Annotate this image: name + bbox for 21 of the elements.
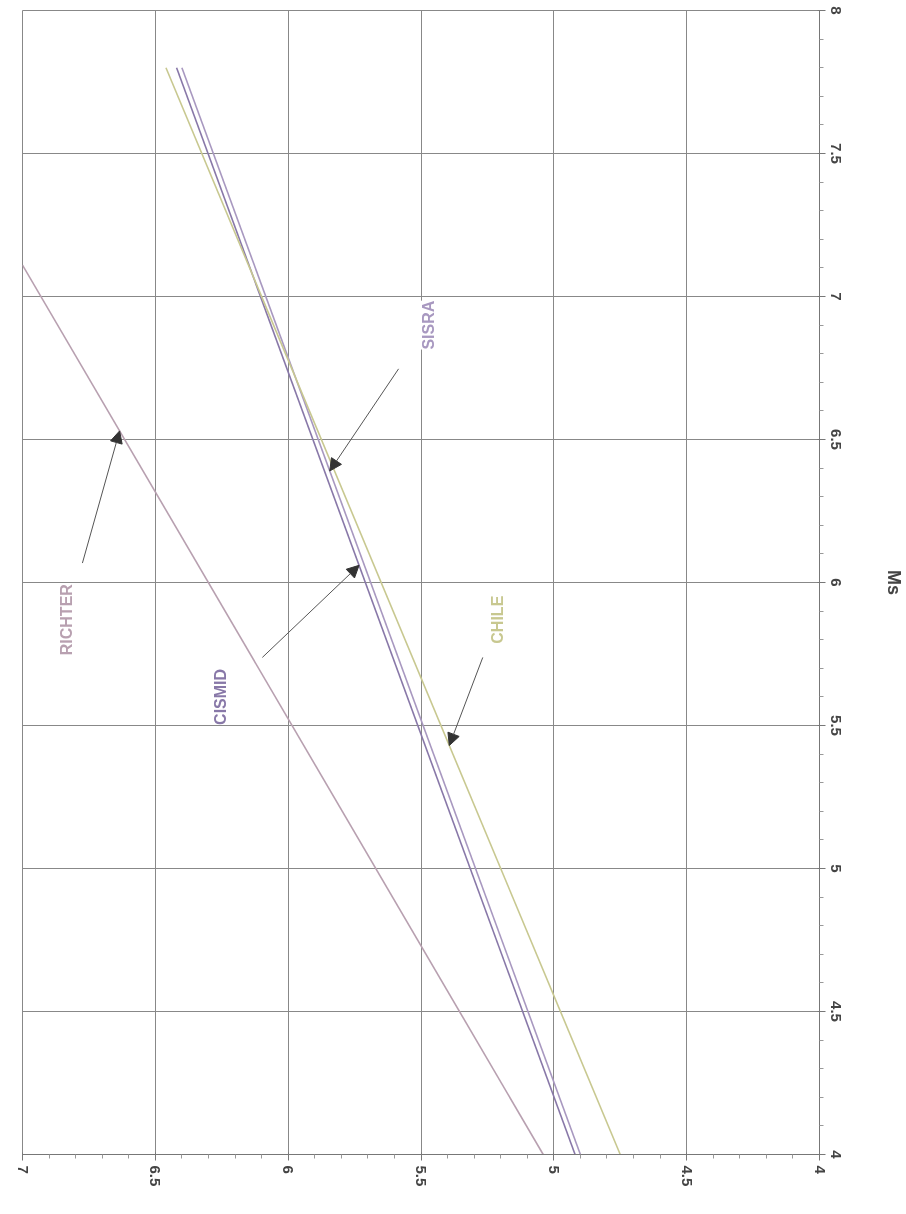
y-tick-label: 7 [827,292,845,301]
y-tick-label: 7.5 [827,143,845,164]
x-tick-label: 4.5 [678,1165,696,1187]
x-tick-label: 6.5 [147,1165,165,1187]
y-tick-label: 6 [827,578,845,587]
x-tick-label: 5.5 [413,1165,430,1187]
y-tick-label: 4.5 [827,1001,845,1022]
x-tick-label: 6 [280,1165,298,1174]
text: RICHTER [57,583,75,656]
x-tick-label: 5 [545,1165,563,1174]
y-tick-label: 5 [827,864,845,873]
text: CHILE [488,595,506,644]
y-tick-label: 5.5 [827,715,845,736]
text: SISRA [419,300,437,350]
x-tick-label: 4 [811,1165,829,1175]
x-tick-label: 7 [14,1165,32,1174]
y-tick-label: 4 [827,1150,845,1160]
y-tick-label: 6.5 [827,429,845,450]
text: CISMID [212,668,230,725]
y-tick-label: 8 [827,6,845,15]
y-axis-title: Ms [883,570,904,596]
